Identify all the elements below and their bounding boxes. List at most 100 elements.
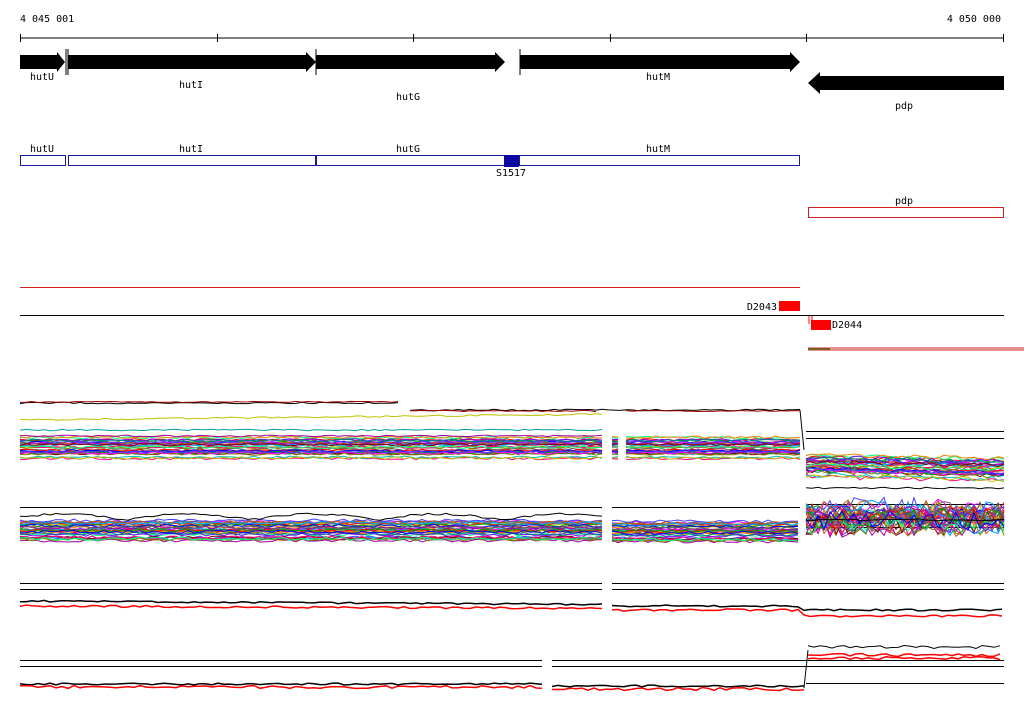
- expression-profile-line: [19, 521, 603, 526]
- expression-profile-line: [626, 442, 801, 447]
- expression-profile-line: [611, 608, 1003, 618]
- expression-profile-line: [611, 537, 799, 542]
- binding-site-label: S1517: [496, 168, 526, 179]
- expression-profile-line: [19, 440, 603, 444]
- binding-site-block[interactable]: [504, 155, 519, 167]
- expression-tracks: [19, 400, 1005, 692]
- coordinate-ruler: 4 045 001 4 050 000: [20, 14, 1004, 42]
- expression-profile-line: [19, 456, 603, 460]
- expression-profile-line: [20, 684, 543, 690]
- region-box-hutG[interactable]: [316, 155, 520, 166]
- gene-arrow-pdp[interactable]: [808, 72, 1004, 94]
- expression-profile-line: [19, 525, 603, 530]
- expression-profile-line: [611, 536, 799, 541]
- expression-profile-line: [410, 409, 597, 413]
- expression-profile-line: [611, 526, 799, 531]
- expression-profile-line: [805, 465, 1005, 474]
- expression-profile-line: [625, 409, 801, 413]
- gene-arrow-hutM[interactable]: [520, 52, 800, 72]
- expression-profile-line: [611, 450, 619, 453]
- expression-profile-line: [805, 456, 1005, 464]
- expression-profile-line: [625, 456, 801, 460]
- expression-profile-line: [611, 445, 619, 449]
- expression-profile-line: [611, 450, 619, 454]
- expression-profile-line: [19, 450, 603, 454]
- gene-label-hutG: hutG: [396, 92, 420, 103]
- expression-profile-line: [611, 519, 799, 524]
- expression-profile-line: [805, 472, 1005, 482]
- expression-profile-line: [625, 445, 801, 449]
- gene-arrow-hutI[interactable]: [68, 52, 316, 72]
- ruler-ticks: [20, 34, 1004, 42]
- expression-profile-line: [19, 442, 603, 447]
- expression-profile-line: [611, 437, 619, 439]
- expression-profile-line: [805, 474, 1005, 483]
- expression-profile-line: [611, 456, 619, 458]
- expression-profile-line: [807, 644, 1001, 650]
- mutant-label-d2044: D2044: [832, 320, 862, 331]
- expression-profile-line: [19, 448, 603, 452]
- ruler-start-label: 4 045 001: [20, 14, 74, 25]
- expression-profile-line: [551, 684, 805, 688]
- expression-profile-line: [808, 652, 1001, 658]
- gene-track: hutU hutI hutG hutM pdp: [20, 49, 1004, 112]
- expression-profile-line: [799, 409, 805, 451]
- region-label-hutM: hutM: [646, 144, 670, 155]
- region-label-pdp: pdp: [895, 196, 913, 207]
- expression-profile-line: [19, 535, 603, 540]
- expression-profile-line: [19, 529, 603, 534]
- mutant-block-d2043[interactable]: [779, 301, 800, 311]
- gene-label-hutU: hutU: [30, 72, 54, 83]
- expression-profile-line: [19, 532, 603, 537]
- region-box-hutM[interactable]: [519, 155, 800, 166]
- expression-profile-line: [805, 467, 1005, 475]
- expression-profile-line: [805, 486, 1005, 490]
- expression-profile-line: [611, 530, 799, 535]
- gene-label-hutI: hutI: [179, 80, 203, 91]
- expression-profile-line: [19, 604, 603, 610]
- expression-profile-line: [20, 434, 603, 438]
- expression-profile-line: [805, 460, 1005, 467]
- expression-profile-line: [19, 428, 603, 432]
- gene-label-pdp: pdp: [895, 101, 913, 112]
- expression-profile-line: [626, 435, 801, 439]
- expression-profile-line: [19, 531, 603, 536]
- expression-profile-line: [19, 400, 399, 404]
- expression-profile-line: [805, 463, 1005, 472]
- expression-profile-line: [611, 448, 619, 451]
- gene-arrow-hutG[interactable]: [316, 52, 505, 72]
- expression-profile-line: [805, 462, 1005, 471]
- expression-profile-line: [625, 455, 801, 459]
- expression-profile-line: [19, 435, 602, 440]
- region-label-hutI: hutI: [179, 144, 203, 155]
- expression-profile-line: [807, 655, 1001, 661]
- expression-profile-line: [19, 520, 603, 525]
- expression-profile-line: [805, 510, 1005, 532]
- expression-profile-line: [19, 445, 603, 449]
- expression-profile-line: [611, 522, 799, 527]
- region-box-pdp[interactable]: [808, 207, 1004, 218]
- expression-profile-line: [803, 649, 809, 689]
- expression-profile-line: [805, 459, 1005, 468]
- mutant-track: D2043 D2044: [20, 287, 1024, 351]
- expression-profile-line: [611, 526, 799, 531]
- region-box-hutI[interactable]: [68, 155, 316, 166]
- gene-label-hutM: hutM: [646, 72, 670, 83]
- gene-arrow-hutU[interactable]: [20, 52, 65, 72]
- expression-profile-line: [611, 435, 619, 438]
- expression-profile-line: [611, 604, 1003, 612]
- region-track: hutU hutI hutG hutM S1517 pdp: [20, 144, 1004, 218]
- expression-profile-line: [19, 451, 603, 455]
- expression-profile-line: [806, 518, 1005, 522]
- expression-profile-line: [611, 532, 799, 537]
- expression-profile-line: [20, 528, 603, 533]
- expression-profile-line: [19, 523, 603, 528]
- expression-profile-line: [611, 444, 619, 447]
- mutant-block-d2044[interactable]: [811, 320, 831, 330]
- expression-profile-line: [19, 438, 603, 443]
- expression-profile-line: [805, 453, 1005, 460]
- expression-profile-line: [625, 438, 800, 443]
- expression-profile-line: [19, 401, 399, 405]
- region-box-hutU[interactable]: [20, 155, 66, 166]
